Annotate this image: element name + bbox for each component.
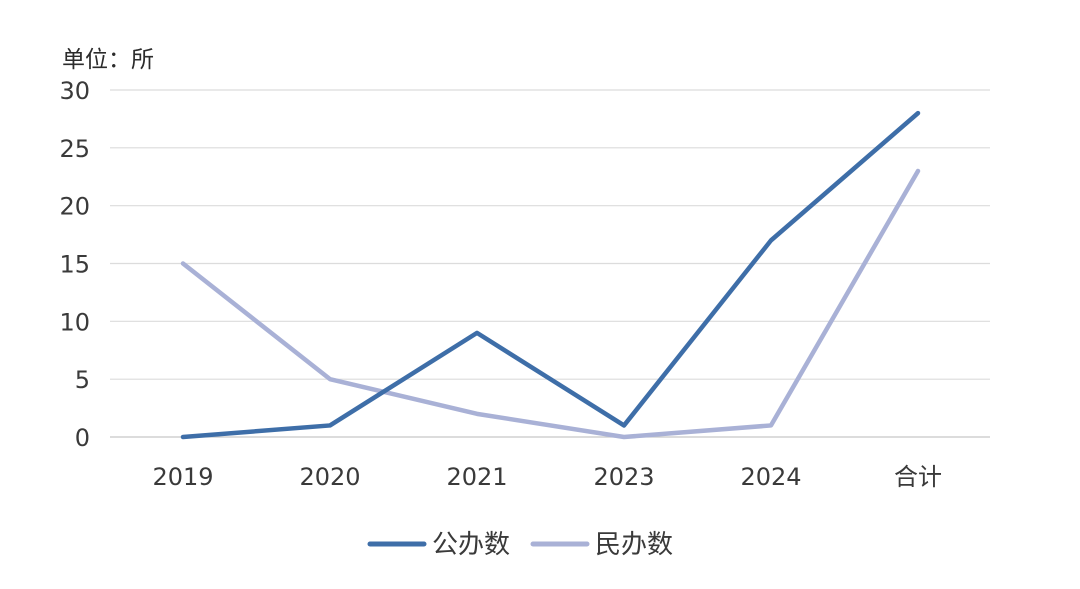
- unit-label: 单位：所: [62, 47, 154, 73]
- series-line: [180, 110, 921, 440]
- y-tick-label: 30: [59, 77, 90, 105]
- y-tick-label: 0: [75, 424, 90, 452]
- legend-label: 民办数: [595, 530, 673, 560]
- y-tick-label: 5: [75, 366, 90, 394]
- x-tick-label: 合计: [894, 463, 942, 491]
- y-tick-label: 20: [59, 193, 90, 221]
- x-tick-label: 2024: [740, 463, 801, 491]
- x-tick-label: 2021: [446, 463, 507, 491]
- x-axis-ticks: 2019 2020 2021 2023 2024 合计: [152, 463, 942, 491]
- gridlines: [110, 89, 990, 438]
- y-tick-label: 25: [59, 135, 90, 163]
- legend: 公办数 民办数: [367, 530, 673, 560]
- x-tick-label: 2020: [299, 463, 360, 491]
- y-axis-ticks: 0 5 10 15 20 25 30: [59, 77, 90, 452]
- series-line: [180, 168, 921, 440]
- series-lines: [180, 110, 921, 440]
- x-tick-label: 2023: [593, 463, 654, 491]
- legend-label: 公办数: [432, 530, 510, 560]
- y-tick-label: 10: [59, 308, 90, 336]
- y-tick-label: 15: [59, 251, 90, 279]
- x-tick-label: 2019: [152, 463, 213, 491]
